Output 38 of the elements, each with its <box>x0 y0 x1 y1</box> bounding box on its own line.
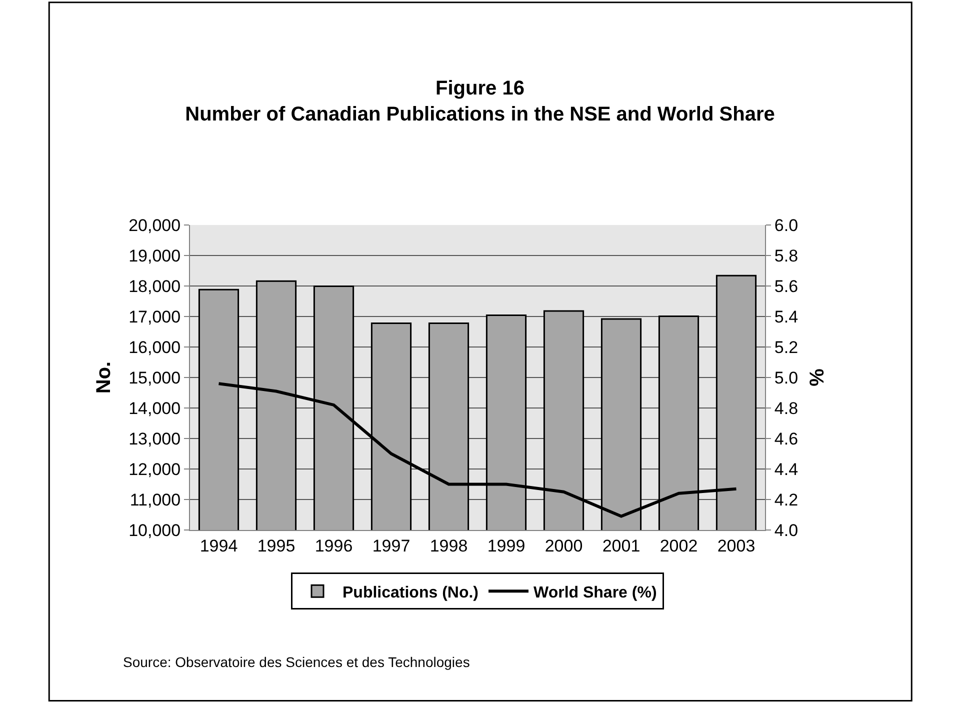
x-tick-label: 2003 <box>717 536 756 556</box>
legend-label: World Share (%) <box>534 584 657 602</box>
y2-axis-title: % <box>806 368 829 386</box>
y2-tick-label: 5.2 <box>774 338 798 357</box>
x-tick-label: 2001 <box>602 536 640 556</box>
y2-tick-label: 6.0 <box>774 216 798 235</box>
y-tick-label: 14,000 <box>128 398 181 418</box>
x-tick-label: 2002 <box>660 536 698 556</box>
x-tick-label: 1995 <box>257 536 296 556</box>
y2-tick-label: 5.0 <box>774 368 798 388</box>
y-tick-label: 18,000 <box>128 276 181 296</box>
legend-label: Publications (No.) <box>342 584 478 602</box>
x-tick-label: 1996 <box>314 536 353 556</box>
x-tick-label: 1997 <box>372 536 410 556</box>
y2-tick-label: 5.8 <box>774 246 798 266</box>
y2-tick-label: 4.4 <box>774 460 798 479</box>
y2-tick-label: 4.6 <box>774 429 798 448</box>
y2-tick-label: 4.8 <box>774 398 798 418</box>
y-tick-label: 11,000 <box>130 490 181 510</box>
y-tick-label: 20,000 <box>128 216 181 235</box>
chart-title: Figure 16 Number of Canadian Publications in the NSE and World Share <box>185 77 775 126</box>
source-note: Source: Observatoire des Sciences et des Technologies <box>123 654 470 670</box>
x-tick-label: 1994 <box>200 536 238 556</box>
y2-tick-label: 4.2 <box>774 490 798 510</box>
y2-tick-label: 5.6 <box>774 276 798 296</box>
x-tick-label: 2000 <box>544 536 583 556</box>
y-tick-label: 16,000 <box>128 338 181 357</box>
y2-tick-label: 5.4 <box>774 307 798 326</box>
y-tick-label: 17,000 <box>128 307 181 326</box>
y2-tick-label: 4.0 <box>774 520 798 540</box>
y-tick-label: 10,000 <box>128 520 181 540</box>
y-axis-title: No. <box>93 361 116 394</box>
y-tick-label: 19,000 <box>128 246 181 266</box>
x-tick-label: 1998 <box>430 536 468 556</box>
y-tick-label: 15,000 <box>128 368 181 388</box>
y-tick-label: 12,000 <box>128 460 181 479</box>
x-tick-label: 1999 <box>487 536 526 556</box>
y-tick-label: 13,000 <box>128 429 181 448</box>
